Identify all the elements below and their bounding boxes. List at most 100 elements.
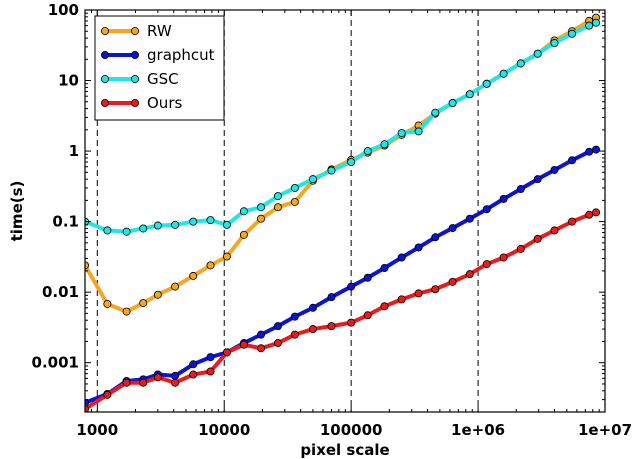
axes: 1000 10000 100000 1e+06 1e+07 0.001 0.01 0.1 1 10…	[32, 1, 632, 439]
data-point-Ours	[139, 378, 148, 387]
data-point-RW	[153, 290, 162, 299]
legend-item-Ours: Ours	[101, 94, 182, 112]
data-point-Ours	[363, 311, 372, 320]
legend: RW graphcut GSC Ours	[94, 15, 225, 121]
data-point-GSC	[592, 18, 601, 27]
data-point-graphcut	[448, 224, 457, 233]
data-point-graphcut	[533, 175, 542, 184]
legend-marker	[101, 75, 110, 84]
data-point-graphcut	[397, 253, 406, 262]
data-point-RW	[206, 261, 215, 270]
data-point-Ours	[482, 260, 491, 269]
data-point-graphcut	[585, 147, 594, 156]
data-point-GSC	[171, 220, 180, 229]
data-point-Ours	[239, 340, 248, 349]
data-point-GSC	[380, 140, 389, 149]
data-point-graphcut	[171, 371, 180, 380]
data-point-graphcut	[499, 194, 508, 203]
data-point-Ours	[585, 210, 594, 219]
data-point-GSC	[206, 216, 215, 225]
data-point-GSC	[273, 192, 282, 201]
data-point-GSC	[465, 90, 474, 99]
data-point-graphcut	[550, 165, 559, 174]
data-point-Ours	[308, 325, 317, 334]
data-point-GSC	[516, 59, 525, 68]
data-point-GSC	[222, 220, 231, 229]
data-point-GSC	[103, 226, 112, 235]
data-point-Ours	[380, 302, 389, 311]
data-point-Ours	[222, 348, 231, 357]
legend-label: RW	[147, 22, 172, 40]
x-tick-label: 1e+07	[578, 421, 632, 439]
data-point-Ours	[533, 234, 542, 243]
series-GSC	[85, 18, 601, 236]
legend-marker	[130, 26, 139, 35]
data-point-Ours	[206, 367, 215, 376]
data-point-RW	[239, 230, 248, 239]
x-tick-label: 1000	[76, 421, 118, 439]
data-point-RW	[290, 197, 299, 206]
data-point-GSC	[139, 224, 148, 233]
grid	[96, 10, 479, 412]
data-point-GSC	[568, 29, 577, 38]
data-point-Ours	[448, 277, 457, 286]
data-point-graphcut	[431, 233, 440, 242]
data-point-Ours	[153, 373, 162, 382]
y-tick-label: 0.001	[32, 354, 79, 372]
data-point-RW	[171, 282, 180, 291]
data-point-RW	[189, 271, 198, 280]
data-point-GSC	[363, 147, 372, 156]
data-point-GSC	[533, 49, 542, 58]
data-point-GSC	[431, 108, 440, 117]
data-point-Ours	[122, 378, 131, 387]
data-point-RW	[122, 307, 131, 316]
data-point-RW	[103, 299, 112, 308]
data-point-GSC	[414, 127, 423, 136]
data-point-RW	[222, 252, 231, 261]
data-point-GSC	[122, 227, 131, 236]
x-tick-label: 100000	[320, 421, 383, 439]
y-tick-label: 0.1	[52, 213, 79, 231]
data-point-Ours	[592, 208, 601, 217]
data-point-Ours	[347, 318, 356, 327]
data-point-graphcut	[206, 353, 215, 362]
data-point-graphcut	[380, 264, 389, 273]
data-point-Ours	[273, 339, 282, 348]
data-point-GSC	[239, 207, 248, 216]
data-point-Ours	[568, 217, 577, 226]
legend-marker	[130, 75, 139, 84]
data-point-GSC	[585, 21, 594, 30]
x-tick-label: 10000	[198, 421, 250, 439]
data-point-Ours	[257, 344, 266, 353]
data-point-GSC	[153, 221, 162, 230]
data-point-Ours	[499, 253, 508, 262]
data-point-graphcut	[363, 273, 372, 282]
data-point-Ours	[189, 370, 198, 379]
legend-item-graphcut: graphcut	[101, 46, 215, 64]
data-point-graphcut	[465, 214, 474, 223]
y-tick-label: 0.01	[42, 283, 79, 301]
data-point-graphcut	[347, 282, 356, 291]
y-tick-label: 10	[58, 72, 79, 90]
legend-label: Ours	[147, 94, 182, 112]
legend-marker	[101, 99, 110, 108]
data-point-graphcut	[516, 185, 525, 194]
data-point-Ours	[431, 285, 440, 294]
data-point-graphcut	[592, 145, 601, 154]
data-point-graphcut	[568, 156, 577, 165]
data-point-GSC	[448, 99, 457, 108]
legend-marker	[101, 26, 110, 35]
data-point-Ours	[171, 378, 180, 387]
data-point-GSC	[257, 203, 266, 212]
legend-label: GSC	[147, 70, 179, 88]
data-point-graphcut	[273, 322, 282, 331]
data-point-GSC	[327, 166, 336, 175]
data-point-Ours	[414, 289, 423, 298]
data-point-Ours	[290, 330, 299, 339]
legend-label: graphcut	[147, 46, 215, 64]
legend-item-GSC: GSC	[101, 70, 179, 88]
y-tick-label: 1	[69, 142, 79, 160]
data-point-GSC	[482, 79, 491, 88]
y-axis-label: time(s)	[8, 181, 26, 242]
data-point-graphcut	[308, 303, 317, 312]
